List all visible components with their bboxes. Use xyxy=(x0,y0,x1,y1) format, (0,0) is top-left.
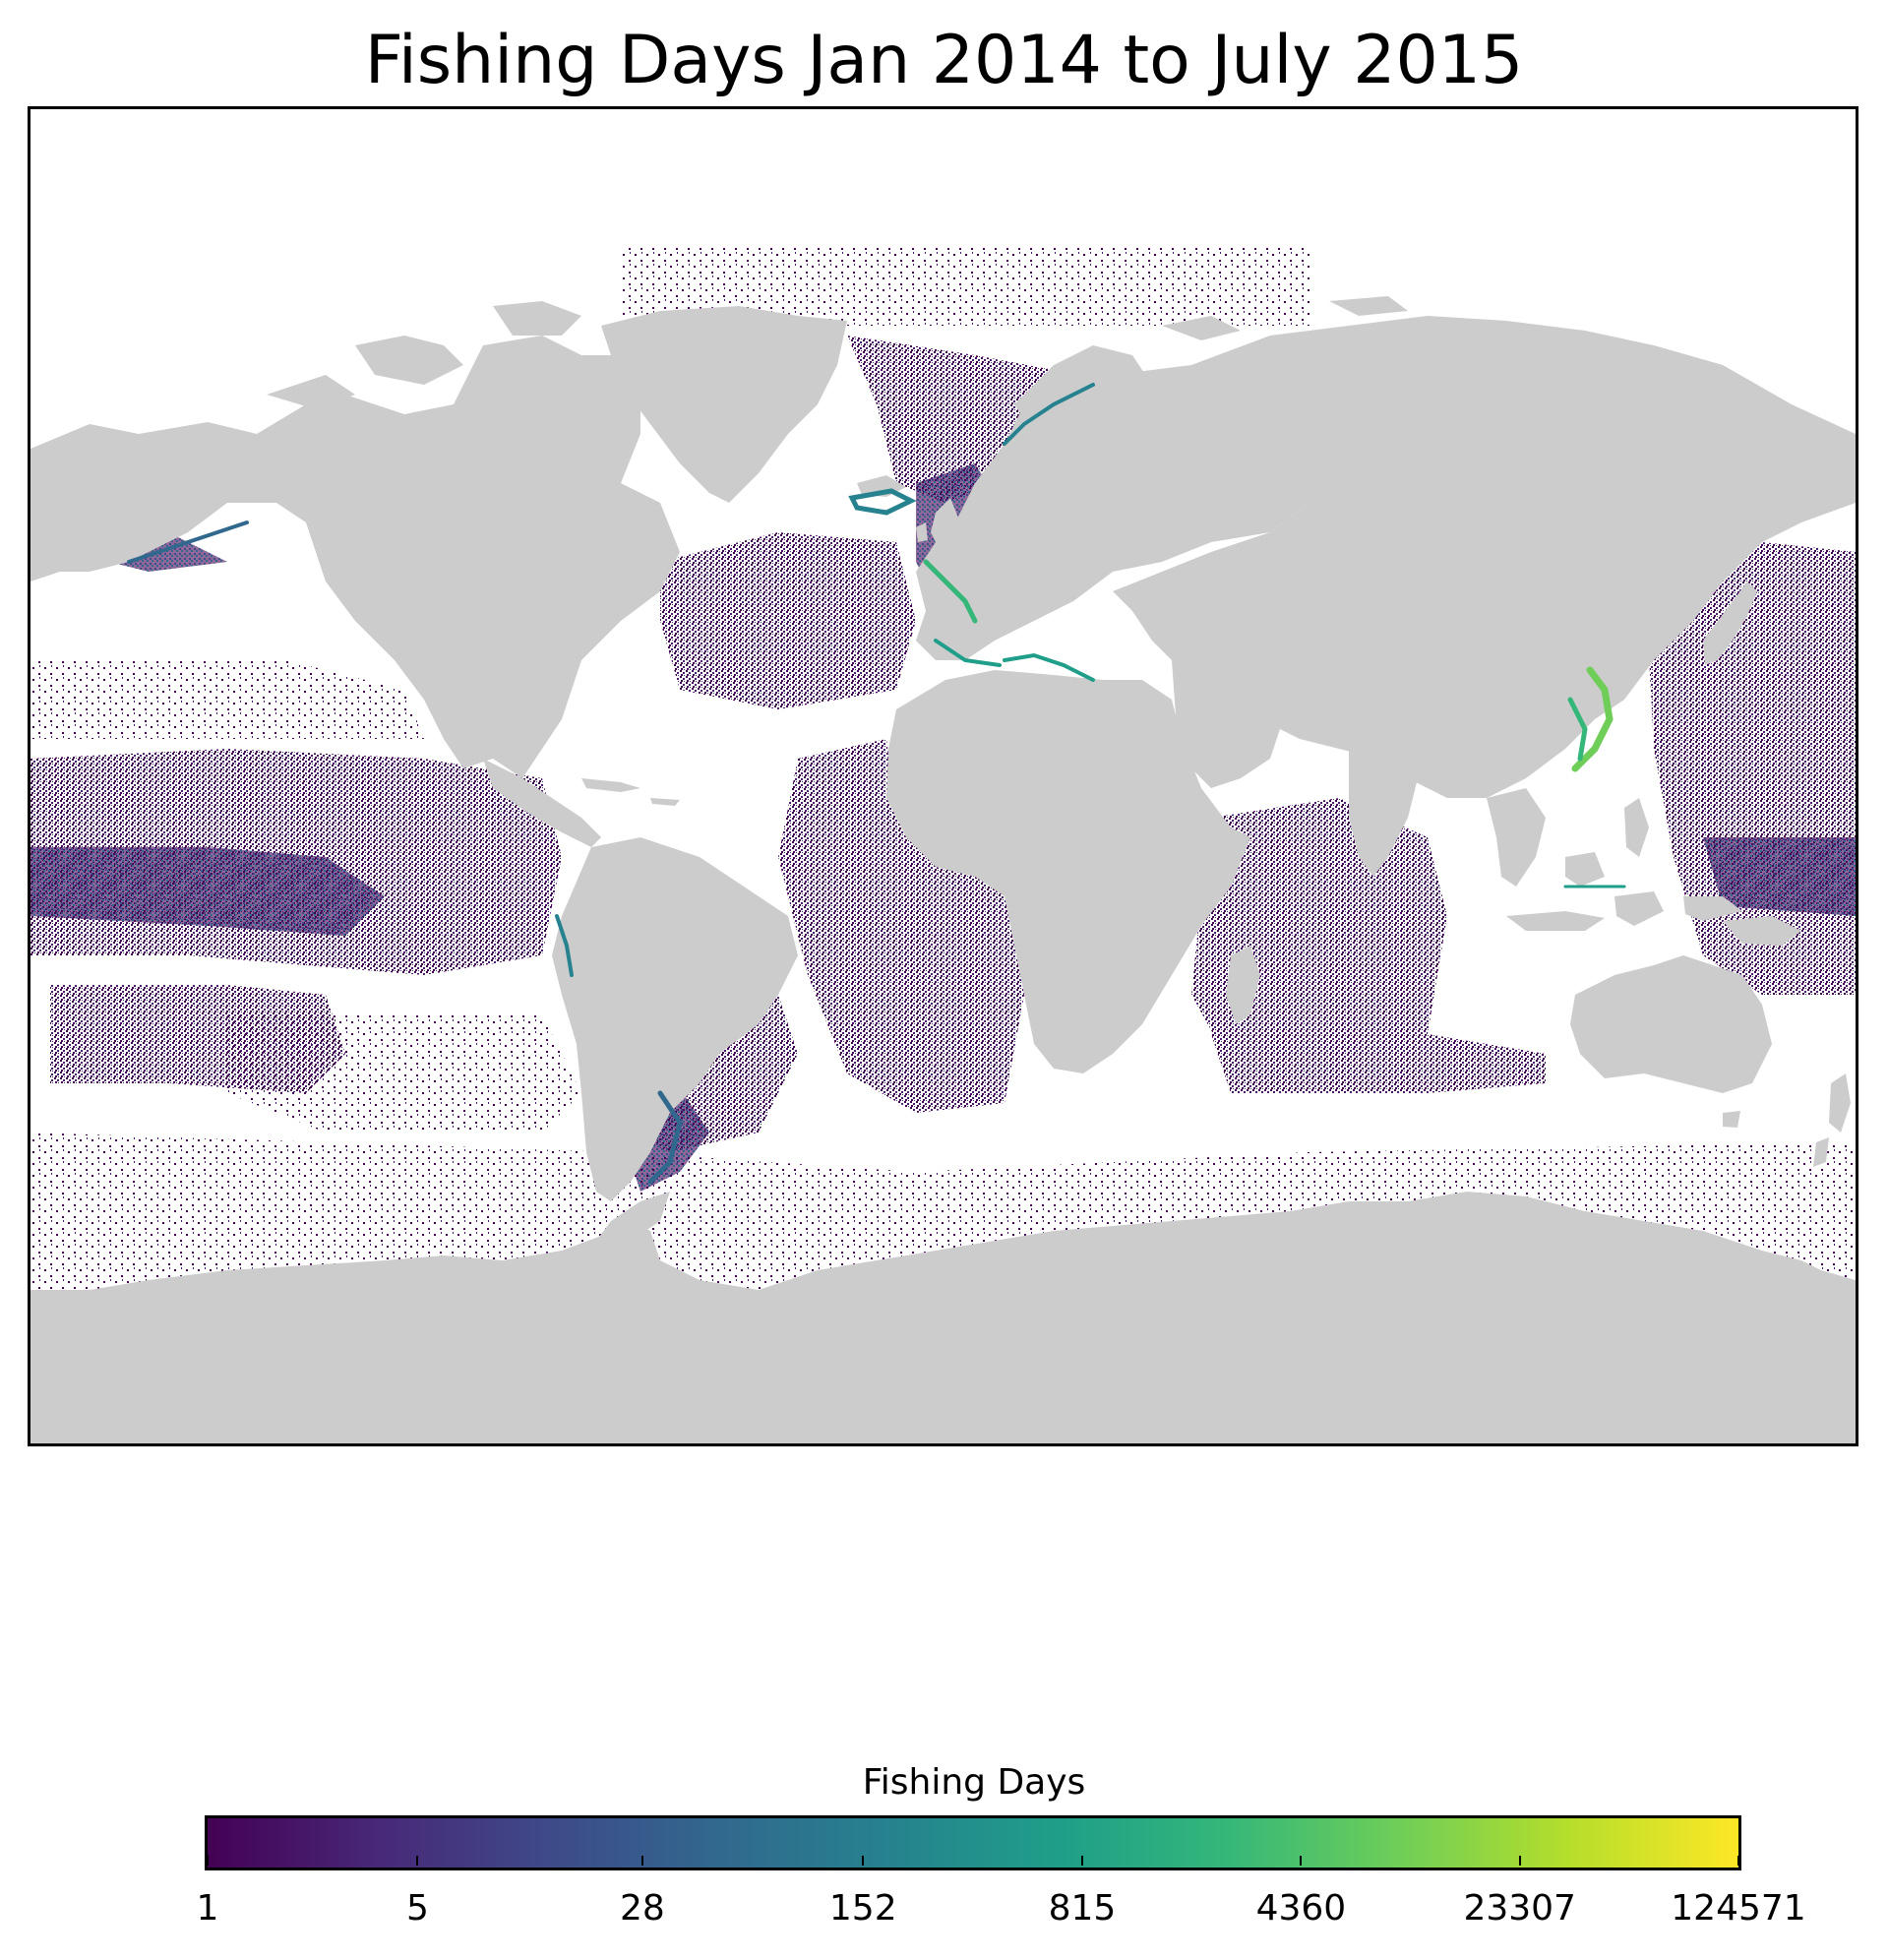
hotspot-north-sea xyxy=(923,559,978,624)
fishing-region-north-atlantic xyxy=(660,532,916,709)
land-arabia xyxy=(1172,660,1280,788)
hotspot-yellow-sea xyxy=(1567,697,1588,762)
land-north-america xyxy=(30,336,680,778)
world-map xyxy=(28,106,1858,1446)
hotspot-norway xyxy=(1003,383,1095,446)
colorbar-tick-mark xyxy=(1300,1856,1303,1866)
land-india xyxy=(1349,749,1418,877)
land-philippines xyxy=(1624,798,1649,857)
colorbar-tick-label: 152 xyxy=(828,1888,897,1929)
colorbar-ticks: 1 5 28 152 815 4360 23307 124571 xyxy=(0,1856,1888,1946)
fishing-region-central-atlantic xyxy=(778,739,1024,1113)
colorbar-tick-label: 1 xyxy=(196,1888,219,1929)
land-japan xyxy=(1703,582,1757,665)
colorbar-tick-mark xyxy=(640,1856,643,1866)
land-scandinavia xyxy=(1014,345,1152,513)
colorbar-tick-label: 815 xyxy=(1048,1888,1117,1929)
colorbar-tick-mark xyxy=(1080,1856,1083,1866)
colorbar-tick-mark xyxy=(207,1856,209,1866)
hotspot-iceland-ring xyxy=(848,488,917,516)
land-antarctic-peninsula xyxy=(581,1192,670,1260)
fishing-region-south-indian xyxy=(1211,1034,1546,1093)
land-madagascar xyxy=(1226,946,1260,1024)
land-new-zealand xyxy=(1813,1073,1851,1167)
land-greenland xyxy=(601,306,847,503)
colorbar-tick-mark xyxy=(416,1856,419,1866)
map-title: Fishing Days Jan 2014 to July 2015 xyxy=(364,22,1524,99)
land-south-america xyxy=(552,837,798,1201)
fishing-effort-layer xyxy=(30,247,1856,1290)
hotspot-peru xyxy=(555,914,574,977)
fishing-region-west-pacific-dense xyxy=(1703,837,1856,916)
land-indonesia xyxy=(1506,852,1742,931)
colorbar-label: Fishing Days xyxy=(862,1762,1086,1803)
hotspot-argentina xyxy=(647,1090,683,1185)
land-asia xyxy=(1113,316,1856,798)
fishing-region-central-pacific-dense xyxy=(30,847,385,936)
fishing-region-indian-ocean xyxy=(1191,798,1447,1093)
hotspot-mediterranean xyxy=(1003,652,1095,682)
land-central-america xyxy=(483,759,601,847)
land-africa xyxy=(886,670,1250,1073)
colorbar-tick-label: 23307 xyxy=(1463,1888,1576,1929)
land-antarctica xyxy=(30,1192,1856,1443)
colorbar xyxy=(205,1815,1741,1870)
colorbar-tick-label: 28 xyxy=(620,1888,665,1929)
land-new-guinea xyxy=(1723,916,1801,946)
coastal-hotspots xyxy=(127,383,1626,1185)
hotspot-alaska xyxy=(127,521,249,564)
colorbar-tick-mark xyxy=(862,1856,865,1866)
land-british-isles xyxy=(916,498,960,552)
colorbar-tick-label: 5 xyxy=(405,1888,429,1929)
land-caribbean xyxy=(581,778,680,806)
land-arctic-russia-islands xyxy=(1162,296,1408,340)
fishing-region-southeast-pacific xyxy=(227,1014,581,1133)
fishing-region-north-pacific xyxy=(30,660,424,739)
hotspot-biscay xyxy=(934,639,1002,667)
land-tasmania xyxy=(1723,1111,1740,1128)
land-australia xyxy=(1570,955,1772,1093)
land-arctic-islands xyxy=(267,301,581,409)
hotspot-east-china-sea xyxy=(1571,666,1614,772)
colorbar-tick-label: 4360 xyxy=(1255,1888,1347,1929)
colorbar-tick-mark xyxy=(1518,1856,1521,1866)
colorbar-tick-label: 124571 xyxy=(1671,1888,1806,1929)
colorbar-tick-mark xyxy=(1737,1856,1739,1866)
land-indochina xyxy=(1487,788,1546,887)
fishing-region-arctic-sparse xyxy=(621,247,1309,326)
